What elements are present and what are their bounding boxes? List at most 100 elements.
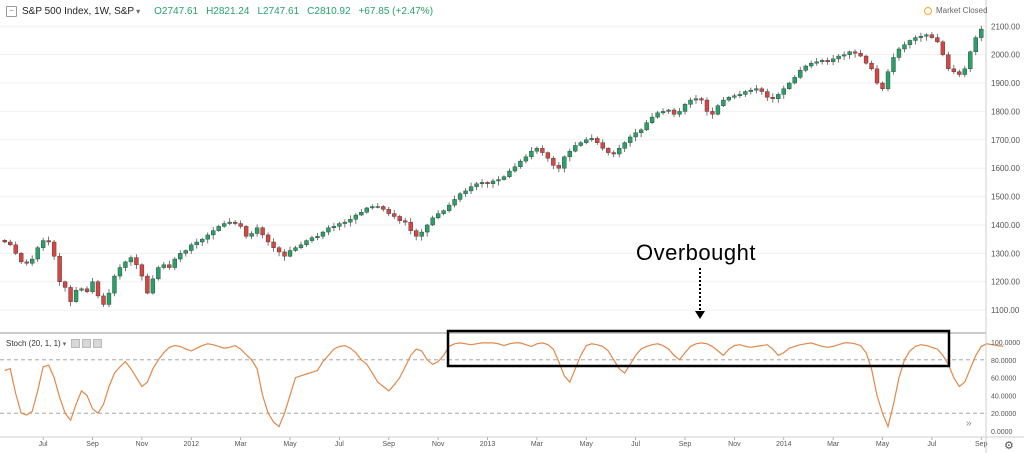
candle-down bbox=[134, 257, 139, 265]
candle-down bbox=[414, 230, 419, 237]
candle-down bbox=[704, 99, 710, 112]
candle-up bbox=[430, 217, 435, 226]
candle-up bbox=[424, 224, 430, 233]
gear-icon[interactable]: ⚙ bbox=[1004, 440, 1014, 452]
candle-up bbox=[743, 91, 748, 95]
candle-up bbox=[979, 28, 984, 38]
candle-down bbox=[68, 287, 73, 302]
candle-up bbox=[370, 206, 375, 209]
candle-down bbox=[276, 247, 282, 253]
candle-up bbox=[178, 253, 183, 260]
settings-icon[interactable] bbox=[82, 339, 92, 348]
candle-up bbox=[194, 241, 199, 246]
candle-up bbox=[211, 230, 216, 236]
open-value: O2747.61 bbox=[154, 5, 199, 17]
time-tick-label: Sep bbox=[383, 441, 396, 448]
stoch-tick-label: 40.0000 bbox=[991, 393, 1016, 400]
symbol-title[interactable]: S&P 500 Index, 1W, S&P bbox=[22, 5, 135, 17]
candle-down bbox=[386, 209, 391, 214]
candle-up bbox=[441, 210, 446, 214]
stoch-line bbox=[4, 342, 1004, 429]
indicator-label[interactable]: Stoch (20, 1, 1) bbox=[6, 339, 61, 348]
time-tick-label: Jul bbox=[335, 441, 344, 448]
time-tick-label: May bbox=[283, 441, 297, 448]
close-value: C2810.92 bbox=[307, 5, 351, 17]
candle-up bbox=[567, 150, 572, 158]
candle-up bbox=[183, 250, 188, 254]
candle-up bbox=[655, 112, 660, 118]
candle-down bbox=[408, 221, 413, 231]
low-value: L2747.61 bbox=[257, 5, 300, 17]
candle-up bbox=[501, 176, 507, 180]
candle-up bbox=[787, 82, 792, 89]
candle-up bbox=[737, 94, 743, 97]
candle-up bbox=[666, 109, 671, 112]
chevron-down-icon[interactable]: ▾ bbox=[62, 340, 67, 348]
candle-up bbox=[627, 136, 633, 143]
candle-down bbox=[265, 234, 271, 243]
time-tick-label: 2013 bbox=[480, 441, 496, 448]
candle-up bbox=[792, 77, 797, 84]
candle-down bbox=[869, 62, 874, 70]
price-tick-label: 1900.00 bbox=[991, 79, 1020, 88]
stoch-tick-label: 0.0000 bbox=[991, 429, 1013, 436]
candle-up bbox=[913, 37, 918, 41]
candle-down bbox=[51, 241, 57, 257]
price-tick-label: 1600.00 bbox=[991, 164, 1020, 173]
candle-up bbox=[633, 132, 638, 138]
candle-up bbox=[35, 247, 40, 260]
candle-down bbox=[145, 275, 150, 294]
overbought-arrow-head bbox=[695, 311, 705, 319]
candle-up bbox=[348, 219, 353, 223]
candle-down bbox=[62, 281, 68, 288]
chevron-down-icon[interactable]: ▾ bbox=[136, 6, 141, 16]
candle-down bbox=[671, 109, 677, 115]
candle-up bbox=[726, 97, 732, 101]
candle-up bbox=[803, 65, 808, 71]
time-tick-label: Nov bbox=[728, 441, 741, 448]
price-tick-label: 1200.00 bbox=[991, 278, 1020, 287]
candle-up bbox=[814, 61, 819, 64]
candle-up bbox=[721, 99, 726, 106]
candle-up bbox=[968, 51, 973, 70]
candle-down bbox=[611, 152, 616, 155]
candle-down bbox=[19, 253, 24, 263]
candle-up bbox=[507, 170, 512, 177]
candle-up bbox=[534, 148, 540, 152]
candle-down bbox=[540, 148, 545, 153]
high-value: H2821.24 bbox=[206, 5, 250, 17]
candle-down bbox=[46, 240, 51, 243]
candle-down bbox=[8, 241, 13, 246]
candle-up bbox=[781, 88, 786, 95]
clock-icon bbox=[924, 6, 932, 15]
double-chevron-icon[interactable]: » bbox=[966, 418, 972, 429]
price-tick-label: 1100.00 bbox=[991, 306, 1020, 315]
stoch-tick-label: 20.0000 bbox=[991, 411, 1016, 418]
candle-up bbox=[161, 264, 167, 268]
candle-up bbox=[918, 35, 924, 38]
candle-down bbox=[556, 165, 562, 169]
collapse-icon[interactable]: − bbox=[6, 5, 17, 17]
candle-up bbox=[962, 68, 967, 75]
candle-up bbox=[156, 267, 161, 280]
candle-up bbox=[320, 231, 326, 237]
candle-down bbox=[13, 244, 18, 254]
candle-up bbox=[589, 138, 594, 141]
candle-up bbox=[200, 238, 205, 243]
candle-up bbox=[529, 150, 534, 158]
candle-up bbox=[359, 211, 364, 216]
candle-up bbox=[924, 34, 929, 37]
eye-icon[interactable] bbox=[71, 339, 81, 348]
close-icon[interactable] bbox=[93, 339, 103, 348]
overbought-label: Overbought bbox=[636, 240, 756, 265]
candle-up bbox=[446, 204, 452, 211]
candle-up bbox=[79, 288, 84, 291]
candle-down bbox=[759, 88, 764, 92]
change-value: +67.85 (+2.47%) bbox=[358, 5, 434, 17]
candle-up bbox=[841, 54, 847, 57]
indicator-legend[interactable]: Stoch (20, 1, 1) ▾ bbox=[6, 339, 103, 348]
candle-down bbox=[238, 223, 243, 227]
candle-up bbox=[660, 111, 666, 114]
candle-down bbox=[232, 221, 238, 224]
